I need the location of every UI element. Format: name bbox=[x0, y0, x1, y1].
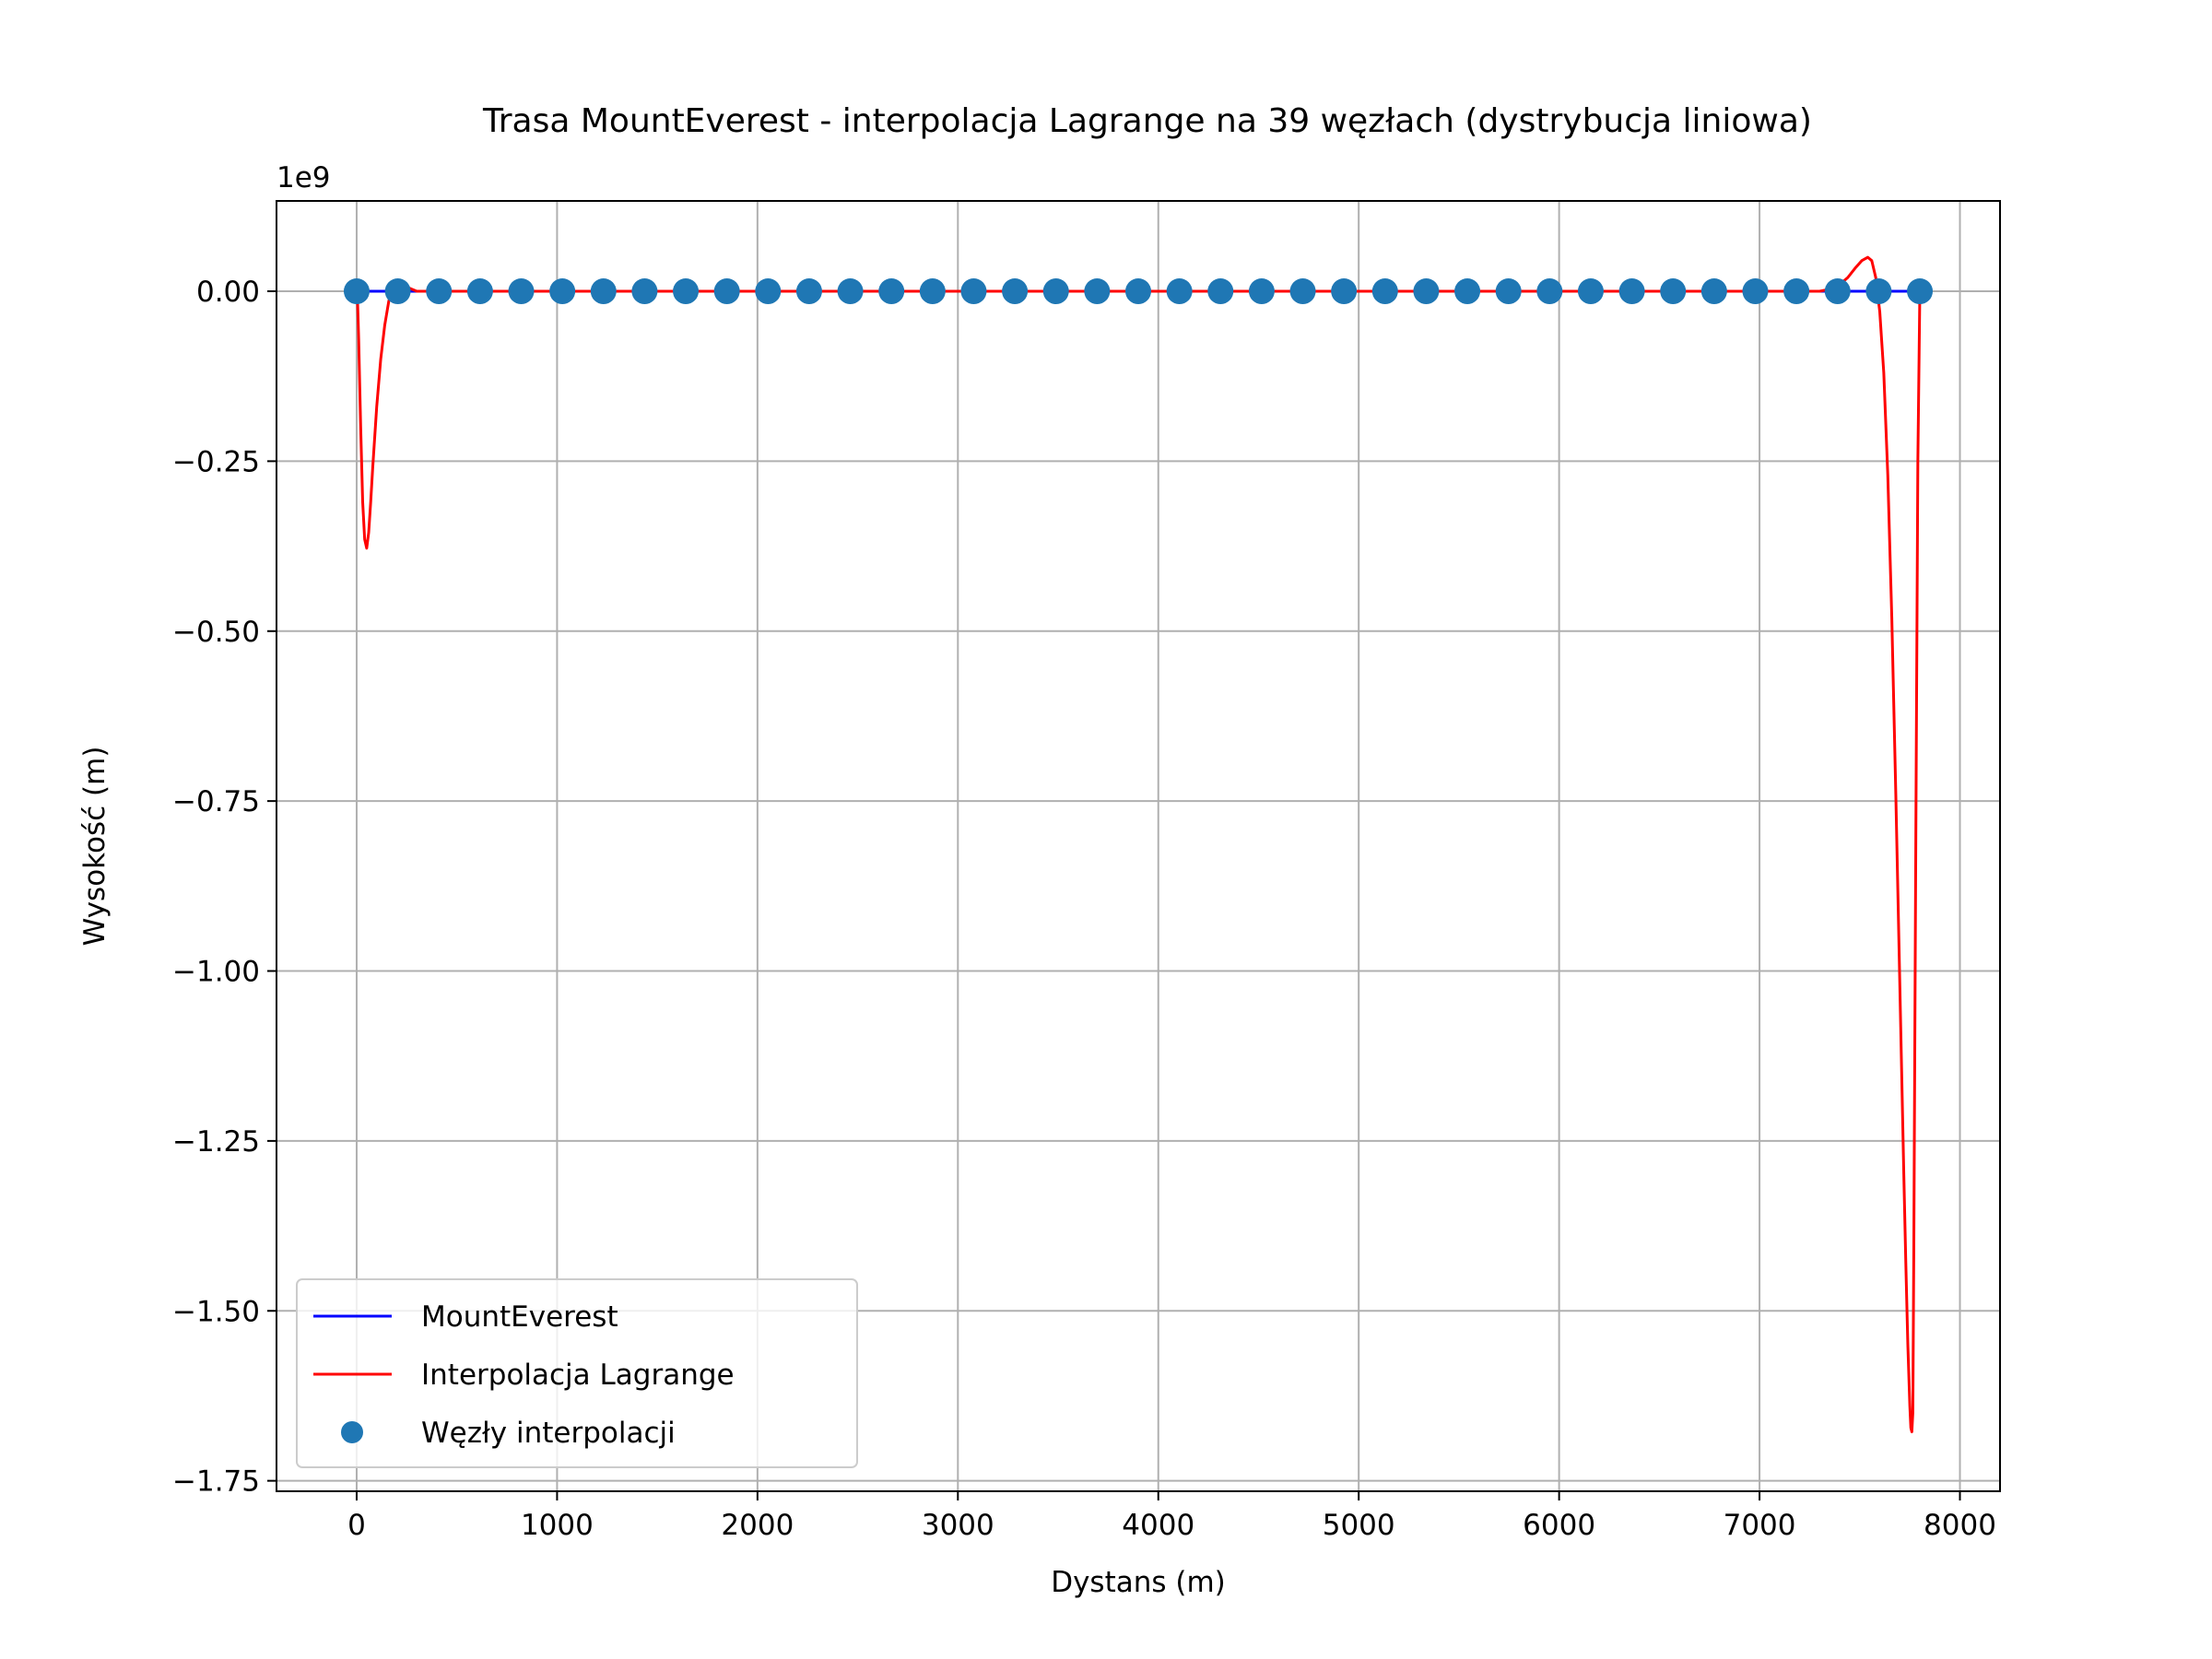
interpolation-node-point bbox=[960, 278, 987, 305]
interpolation-node-point bbox=[1454, 278, 1481, 305]
x-tick-label: 1000 bbox=[521, 1509, 594, 1542]
y-tick-label: −0.50 bbox=[172, 616, 260, 649]
legend-label-mounteverest: MountEverest bbox=[421, 1300, 618, 1334]
interpolation-node-point bbox=[1248, 278, 1275, 305]
interpolation-node-point bbox=[1742, 278, 1769, 305]
interpolation-node-point bbox=[426, 278, 453, 305]
interpolation-node-point bbox=[878, 278, 905, 305]
y-tick-label: −0.75 bbox=[172, 785, 260, 818]
interpolation-node-point bbox=[1042, 278, 1069, 305]
legend-box bbox=[296, 1278, 858, 1468]
y-tick-label: 0.00 bbox=[196, 276, 260, 309]
axes-frame bbox=[276, 200, 2001, 1492]
interpolation-node-point bbox=[1660, 278, 1687, 305]
interpolation-node-point bbox=[1002, 278, 1029, 305]
x-tick-label: 5000 bbox=[1323, 1509, 1395, 1542]
legend-label-lagrange: Interpolacja Lagrange bbox=[421, 1359, 735, 1392]
chart-title: Trasa MountEverest - interpolacja Lagran… bbox=[482, 102, 1812, 140]
x-tick-label: 2000 bbox=[721, 1509, 794, 1542]
x-tick-label: 3000 bbox=[922, 1509, 994, 1542]
x-axis-label: Dystans (m) bbox=[1051, 1566, 1226, 1599]
interpolation-node-point bbox=[1207, 278, 1234, 305]
interpolation-node-point bbox=[713, 278, 740, 305]
interpolation-node-point bbox=[1125, 278, 1151, 305]
x-tick-label: 7000 bbox=[1724, 1509, 1796, 1542]
y-tick-label: −1.50 bbox=[172, 1295, 260, 1328]
interpolation-node-point bbox=[631, 278, 658, 305]
y-tick-label: −1.25 bbox=[172, 1125, 260, 1159]
y-tick-label: −1.00 bbox=[172, 956, 260, 989]
interpolation-node-point bbox=[1700, 278, 1727, 305]
interpolation-node-point bbox=[673, 278, 700, 305]
interpolation-node-point bbox=[1618, 278, 1645, 305]
interpolation-node-point bbox=[755, 278, 782, 305]
legend-label-nodes: Węzły interpolacji bbox=[421, 1417, 676, 1450]
interpolation-node-point bbox=[384, 278, 411, 305]
y-axis-label: Wysokość (m) bbox=[78, 747, 112, 947]
interpolation-node-point bbox=[1371, 278, 1398, 305]
interpolation-node-point bbox=[1536, 278, 1563, 305]
interpolation-node-point bbox=[343, 278, 370, 305]
interpolation-node-point bbox=[837, 278, 864, 305]
interpolation-node-point bbox=[1331, 278, 1358, 305]
interpolation-node-point bbox=[1289, 278, 1316, 305]
interpolation-node-point bbox=[1495, 278, 1522, 305]
interpolation-node-point bbox=[1865, 278, 1892, 305]
interpolation-node-point bbox=[466, 278, 493, 305]
interpolation-node-point bbox=[508, 278, 535, 305]
interpolation-node-point bbox=[549, 278, 576, 305]
x-tick-label: 8000 bbox=[1924, 1509, 1996, 1542]
interpolation-node-point bbox=[590, 278, 617, 305]
interpolation-node-point bbox=[919, 278, 946, 305]
interpolation-node-point bbox=[1577, 278, 1604, 305]
x-tick-label: 4000 bbox=[1122, 1509, 1194, 1542]
series-line-interpolacja-lagrange bbox=[355, 255, 1922, 1434]
x-axis-ticks: 0 1000 2000 3000 4000 5000 6000 7000 8000 bbox=[347, 1491, 1996, 1542]
y-tick-label: −1.75 bbox=[172, 1465, 260, 1499]
x-tick-label: 6000 bbox=[1523, 1509, 1595, 1542]
y-axis-ticks: 0.00 −0.25 −0.50 −0.75 −1.00 −1.25 −1.50 −1.75 bbox=[172, 276, 276, 1499]
interpolation-node-point bbox=[1413, 278, 1440, 305]
legend: MountEverest Interpolacja Lagrange Węzły… bbox=[296, 1278, 858, 1468]
legend-swatch-nodes bbox=[341, 1421, 363, 1443]
interpolation-node-point bbox=[1783, 278, 1810, 305]
interpolation-node-point bbox=[1824, 278, 1851, 305]
interpolation-node-point bbox=[1084, 278, 1111, 305]
y-offset-label: 1e9 bbox=[276, 161, 331, 194]
interpolation-node-point bbox=[1166, 278, 1193, 305]
x-tick-label: 0 bbox=[347, 1509, 366, 1542]
plot-markers bbox=[343, 278, 1934, 305]
interpolation-node-point bbox=[1907, 278, 1934, 305]
interpolation-node-point bbox=[795, 278, 822, 305]
y-tick-label: −0.25 bbox=[172, 445, 260, 478]
